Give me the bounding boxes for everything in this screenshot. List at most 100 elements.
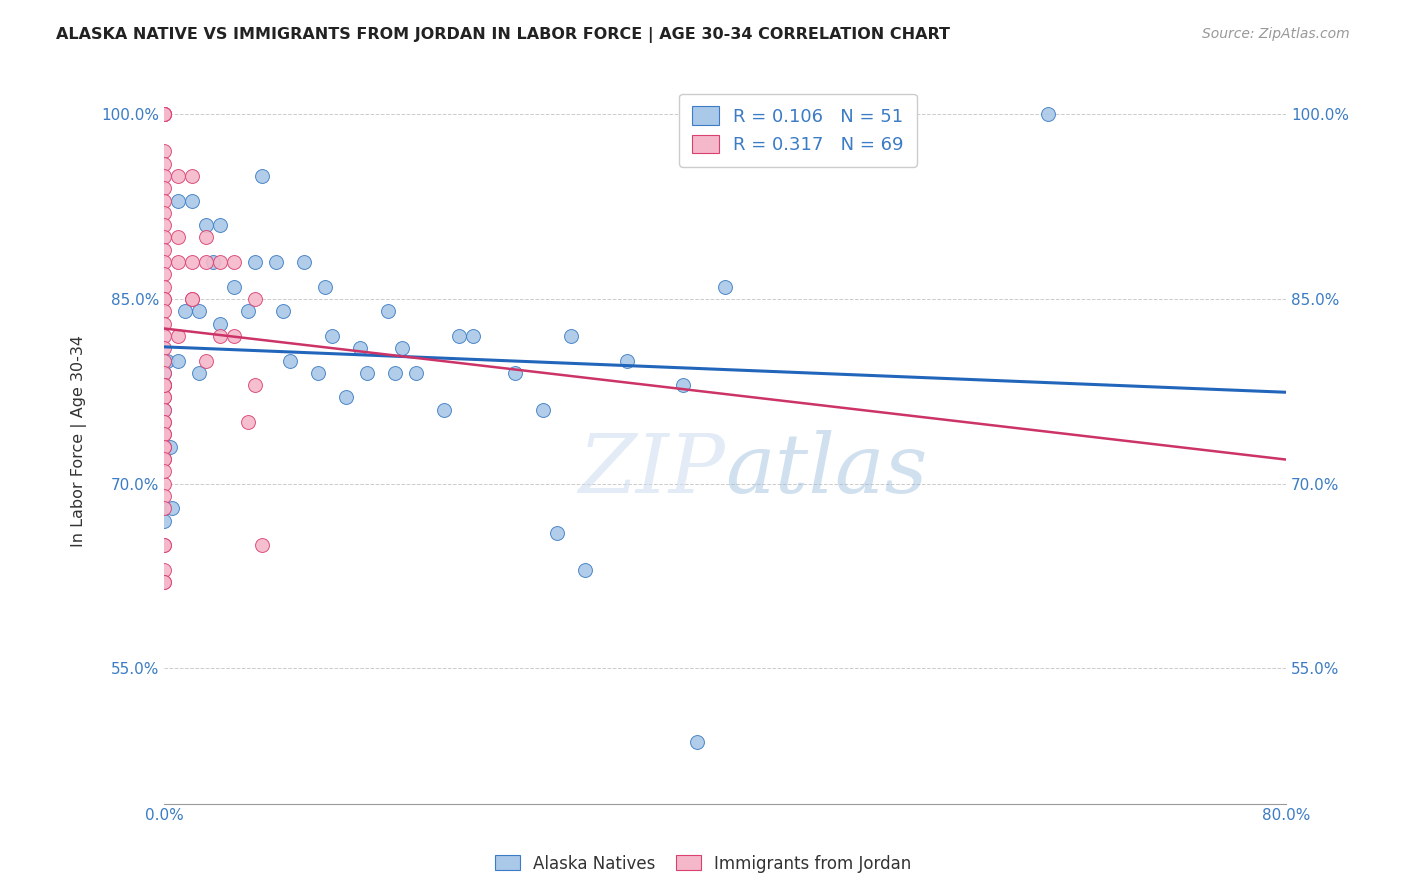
Point bbox=[156, 353, 179, 368]
Point bbox=[159, 440, 181, 454]
Point bbox=[153, 366, 176, 380]
Point bbox=[153, 279, 176, 293]
Point bbox=[153, 440, 176, 454]
Point bbox=[153, 575, 176, 590]
Point bbox=[224, 329, 246, 343]
Point bbox=[153, 341, 176, 355]
Point bbox=[686, 735, 709, 749]
Point bbox=[153, 107, 176, 121]
Point bbox=[181, 169, 204, 183]
Y-axis label: In Labor Force | Age 30-34: In Labor Force | Age 30-34 bbox=[72, 334, 87, 547]
Point bbox=[224, 279, 246, 293]
Point bbox=[167, 255, 190, 269]
Point bbox=[153, 452, 176, 467]
Text: Source: ZipAtlas.com: Source: ZipAtlas.com bbox=[1202, 27, 1350, 41]
Point bbox=[271, 304, 294, 318]
Point bbox=[153, 514, 176, 528]
Point bbox=[167, 230, 190, 244]
Point bbox=[356, 366, 378, 380]
Point bbox=[174, 304, 197, 318]
Point bbox=[153, 575, 176, 590]
Point bbox=[314, 279, 336, 293]
Point bbox=[195, 255, 218, 269]
Legend: R = 0.106   N = 51, R = 0.317   N = 69: R = 0.106 N = 51, R = 0.317 N = 69 bbox=[679, 94, 917, 167]
Point bbox=[531, 402, 554, 417]
Point bbox=[224, 255, 246, 269]
Point bbox=[153, 440, 176, 454]
Point bbox=[292, 255, 315, 269]
Point bbox=[181, 255, 204, 269]
Point bbox=[181, 292, 204, 306]
Point bbox=[243, 292, 266, 306]
Point bbox=[153, 353, 176, 368]
Point bbox=[546, 525, 568, 540]
Legend: Alaska Natives, Immigrants from Jordan: Alaska Natives, Immigrants from Jordan bbox=[488, 848, 918, 880]
Point bbox=[433, 402, 456, 417]
Point bbox=[153, 243, 176, 257]
Point bbox=[243, 255, 266, 269]
Point bbox=[209, 329, 232, 343]
Point bbox=[153, 366, 176, 380]
Point bbox=[153, 402, 176, 417]
Point bbox=[202, 255, 225, 269]
Point bbox=[153, 476, 176, 491]
Point bbox=[153, 391, 176, 405]
Point bbox=[162, 501, 184, 516]
Point bbox=[153, 440, 176, 454]
Point bbox=[153, 181, 176, 195]
Point bbox=[405, 366, 427, 380]
Point bbox=[153, 378, 176, 392]
Point bbox=[321, 329, 343, 343]
Point bbox=[1036, 107, 1059, 121]
Point bbox=[153, 218, 176, 232]
Point bbox=[714, 279, 737, 293]
Point bbox=[188, 366, 211, 380]
Point bbox=[616, 353, 638, 368]
Point bbox=[153, 391, 176, 405]
Point bbox=[153, 415, 176, 429]
Point bbox=[195, 230, 218, 244]
Point bbox=[153, 329, 176, 343]
Point bbox=[153, 169, 176, 183]
Point bbox=[209, 218, 232, 232]
Point bbox=[153, 402, 176, 417]
Point bbox=[195, 218, 218, 232]
Point bbox=[181, 194, 204, 208]
Point bbox=[153, 255, 176, 269]
Point bbox=[153, 107, 176, 121]
Point bbox=[153, 353, 176, 368]
Point bbox=[243, 378, 266, 392]
Text: ALASKA NATIVE VS IMMIGRANTS FROM JORDAN IN LABOR FORCE | AGE 30-34 CORRELATION C: ALASKA NATIVE VS IMMIGRANTS FROM JORDAN … bbox=[56, 27, 950, 43]
Point bbox=[153, 563, 176, 577]
Point bbox=[153, 427, 176, 442]
Point bbox=[153, 501, 176, 516]
Point bbox=[153, 156, 176, 170]
Point bbox=[560, 329, 582, 343]
Point bbox=[672, 378, 695, 392]
Point bbox=[307, 366, 329, 380]
Point bbox=[153, 317, 176, 331]
Point bbox=[153, 292, 176, 306]
Point bbox=[236, 304, 259, 318]
Point bbox=[167, 329, 190, 343]
Point bbox=[153, 464, 176, 478]
Point bbox=[153, 452, 176, 467]
Point bbox=[153, 378, 176, 392]
Point bbox=[236, 415, 259, 429]
Point bbox=[153, 107, 176, 121]
Point bbox=[503, 366, 526, 380]
Point bbox=[335, 391, 357, 405]
Point bbox=[278, 353, 301, 368]
Point bbox=[153, 378, 176, 392]
Point bbox=[153, 107, 176, 121]
Point bbox=[153, 501, 176, 516]
Point bbox=[153, 489, 176, 503]
Point bbox=[209, 255, 232, 269]
Point bbox=[153, 292, 176, 306]
Point bbox=[153, 304, 176, 318]
Point bbox=[574, 563, 596, 577]
Point bbox=[153, 378, 176, 392]
Point bbox=[153, 415, 176, 429]
Point bbox=[384, 366, 406, 380]
Point bbox=[349, 341, 371, 355]
